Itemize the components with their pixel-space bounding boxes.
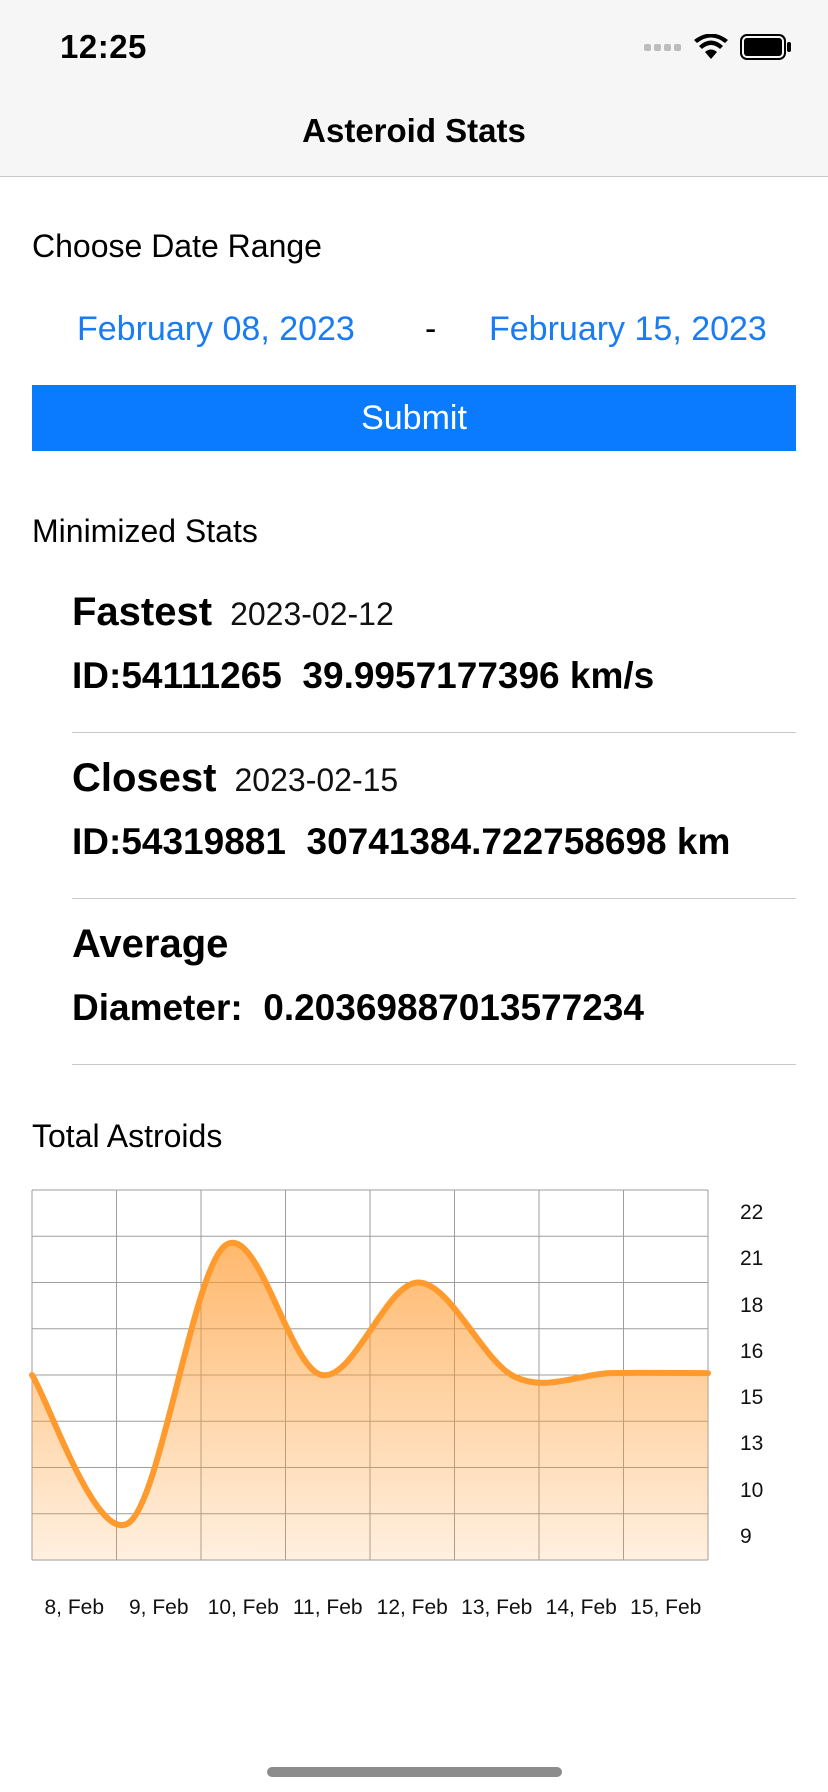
fastest-detail: ID:54111265 39.9957177396 km/s — [72, 655, 796, 697]
x-tick-label: 13, Feb — [461, 1596, 533, 1619]
x-tick-label: 10, Feb — [207, 1596, 279, 1619]
fastest-stat: Fastest 2023-02-12 ID:54111265 39.995717… — [72, 590, 796, 697]
end-date-picker[interactable]: February 15, 2023 — [489, 310, 767, 348]
status-bar: 12:25 — [0, 0, 828, 100]
signal-icon — [644, 44, 681, 51]
date-range-heading: Choose Date Range — [32, 228, 322, 264]
closest-id: ID:54319881 — [72, 821, 286, 862]
y-tick-label: 13 — [740, 1432, 764, 1456]
wifi-icon — [694, 34, 728, 59]
x-tick-label: 11, Feb — [292, 1596, 363, 1619]
fastest-label: Fastest — [72, 590, 213, 634]
x-tick-label: 14, Feb — [545, 1596, 617, 1619]
series-area — [32, 1242, 708, 1560]
battery-icon — [740, 34, 791, 60]
x-tick-label: 15, Feb — [630, 1596, 702, 1619]
y-tick-label: 21 — [740, 1247, 764, 1271]
total-asteroids-heading: Total Astroids — [32, 1118, 223, 1154]
fastest-value: 39.9957177396 km/s — [302, 655, 655, 696]
closest-label: Closest — [72, 756, 217, 800]
average-stat: Average Diameter: 0.20369887013577234 — [72, 922, 796, 1029]
closest-date: 2023-02-15 — [234, 762, 399, 798]
closest-value: 30741384.722758698 km — [306, 821, 731, 862]
total-asteroids-chart — [29, 1189, 711, 1561]
fastest-id: ID:54111265 — [72, 655, 282, 696]
status-time: 12:25 — [60, 28, 147, 65]
y-tick-label: 18 — [740, 1293, 764, 1317]
closest-stat: Closest 2023-02-15 ID:54319881 30741384.… — [72, 756, 796, 863]
start-date-picker[interactable]: February 08, 2023 — [77, 310, 355, 348]
average-label: Average — [72, 922, 229, 966]
series-line — [29, 1239, 711, 1529]
y-tick-label: 22 — [740, 1201, 764, 1225]
page-title: Asteroid Stats — [302, 112, 526, 149]
average-metric: Diameter: — [72, 987, 243, 1028]
divider — [72, 898, 796, 899]
y-tick-label: 15 — [740, 1386, 764, 1410]
fastest-date: 2023-02-12 — [230, 596, 394, 632]
date-separator: - — [425, 310, 437, 348]
y-tick-label: 16 — [740, 1339, 764, 1363]
average-value: 0.20369887013577234 — [263, 987, 644, 1028]
closest-detail: ID:54319881 30741384.722758698 km — [72, 821, 796, 863]
y-tick-label: 9 — [740, 1524, 752, 1548]
x-tick-label: 12, Feb — [376, 1596, 448, 1619]
minimized-stats-heading: Minimized Stats — [32, 513, 258, 549]
home-indicator[interactable] — [267, 1767, 562, 1777]
y-tick-label: 10 — [740, 1478, 764, 1502]
navigation-bar: Asteroid Stats — [0, 100, 828, 177]
average-detail: Diameter: 0.20369887013577234 — [72, 987, 796, 1029]
x-tick-label: 9, Feb — [128, 1596, 189, 1619]
divider — [72, 732, 796, 733]
divider — [72, 1064, 796, 1065]
submit-button[interactable]: Submit — [32, 385, 796, 451]
status-icons — [644, 34, 792, 60]
x-tick-label: 8, Feb — [44, 1596, 105, 1619]
